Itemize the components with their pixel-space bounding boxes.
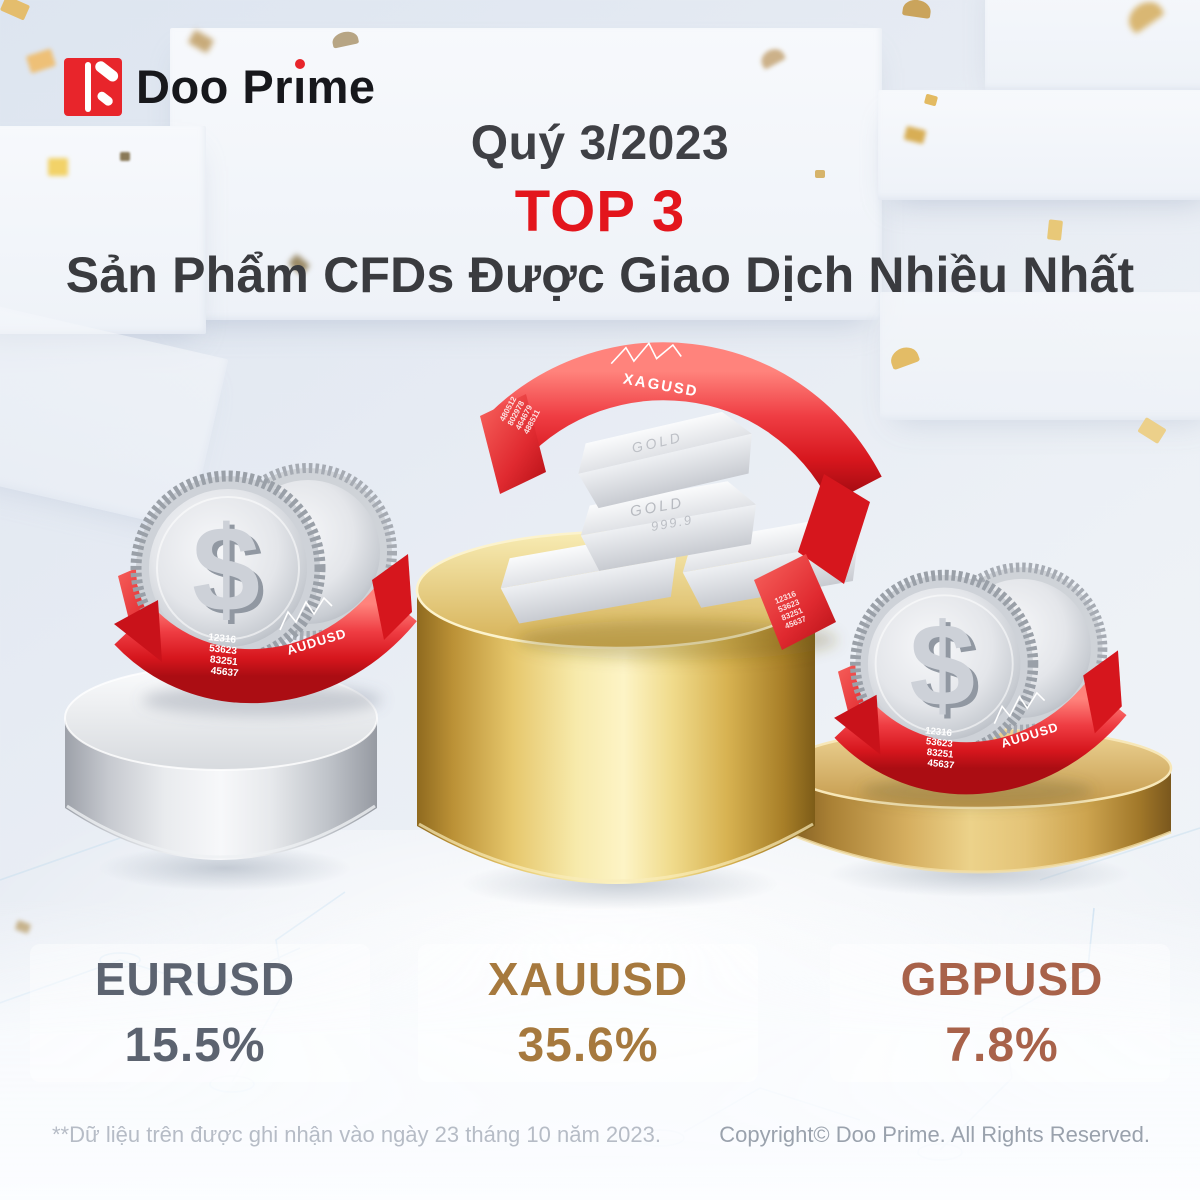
ribbon-end (1083, 650, 1122, 734)
dollar-sign: $ (909, 598, 975, 730)
dollar-sign: $ (192, 501, 260, 637)
coin-front: $ $ (130, 470, 326, 666)
bars-ribbon-end-right (798, 474, 870, 584)
ribbon-front-band (114, 586, 417, 704)
background-panel (878, 90, 1200, 200)
top3-title: TOP 3 (514, 179, 686, 244)
doo-prime-logo: Doo Prı me (64, 58, 376, 116)
rank2-symbol: EURUSD (94, 953, 296, 1005)
rank2-label-group: EURUSD 15.5% (5, 952, 385, 1073)
bars-ribbon-hook (754, 554, 836, 650)
confetti-piece (48, 158, 68, 176)
bars-ribbon-arc (482, 342, 882, 505)
confetti-piece (25, 48, 57, 74)
ribbon-end (372, 554, 412, 640)
label-card (830, 944, 1170, 1082)
background-panel (985, 0, 1200, 90)
confetti-piece (1137, 416, 1167, 445)
dollar-sign: $ (914, 602, 980, 734)
subtitle: Sản Phẩm CFDs Được Giao Dịch Nhiều Nhất (65, 247, 1135, 303)
background-panel (170, 28, 882, 320)
svg-text:12316536238325145637: 12316536238325145637 (204, 632, 243, 679)
period-title: Quý 3/2023 (470, 117, 730, 170)
dollar-coins-art: 1435651211324236 $ $ 1231653623832514563… (114, 463, 417, 716)
ribbon-front-band (834, 681, 1127, 795)
rank2-share: 15.5% (124, 1019, 266, 1072)
background-panel (880, 292, 1200, 420)
rank3-label-group: GBPUSD 7.8% (812, 952, 1192, 1073)
confetti-piece (0, 0, 31, 21)
logo-i-dot (294, 59, 305, 69)
floor-veil (0, 900, 1200, 1200)
confetti-piece (120, 152, 130, 161)
confetti-piece (815, 170, 825, 178)
ribbon-arrow (114, 600, 162, 662)
rank3-share: 7.8% (945, 1019, 1059, 1072)
background-panel (0, 126, 206, 334)
logo-wordmark: Doo Prı me (136, 59, 376, 113)
copyright-text: Copyright© Doo Prime. All Rights Reserve… (719, 1122, 1150, 1147)
gold-bars-art: GOLD 999.9 GOLD 480512802978464679488511… (480, 341, 882, 660)
data-footnote: **Dữ liệu trên được ghi nhận vào ngày 23… (52, 1122, 661, 1147)
rank1-share: 35.6% (517, 1019, 659, 1072)
bar-purity: 999.9 (650, 512, 695, 534)
dollar-sign: $ (197, 505, 265, 641)
confetti-piece (901, 0, 933, 19)
rank3-symbol: GBPUSD (900, 953, 1104, 1005)
label-card (418, 944, 758, 1082)
rank1-label-group: XAUUSD 35.6% (398, 952, 778, 1073)
doo-prime-logo-icon (64, 58, 122, 116)
coin-front: $ $ (850, 569, 1039, 758)
ribbon-arrow (834, 694, 881, 755)
svg-text:12316536238325145637: 12316536238325145637 (921, 725, 958, 771)
label-card (30, 944, 370, 1082)
dollar-coins-art: 1435651211324236 $ $ 1231653623832514563… (834, 562, 1127, 807)
bars-ribbon-end-left (480, 394, 546, 494)
rank1-symbol: XAUUSD (487, 953, 689, 1005)
